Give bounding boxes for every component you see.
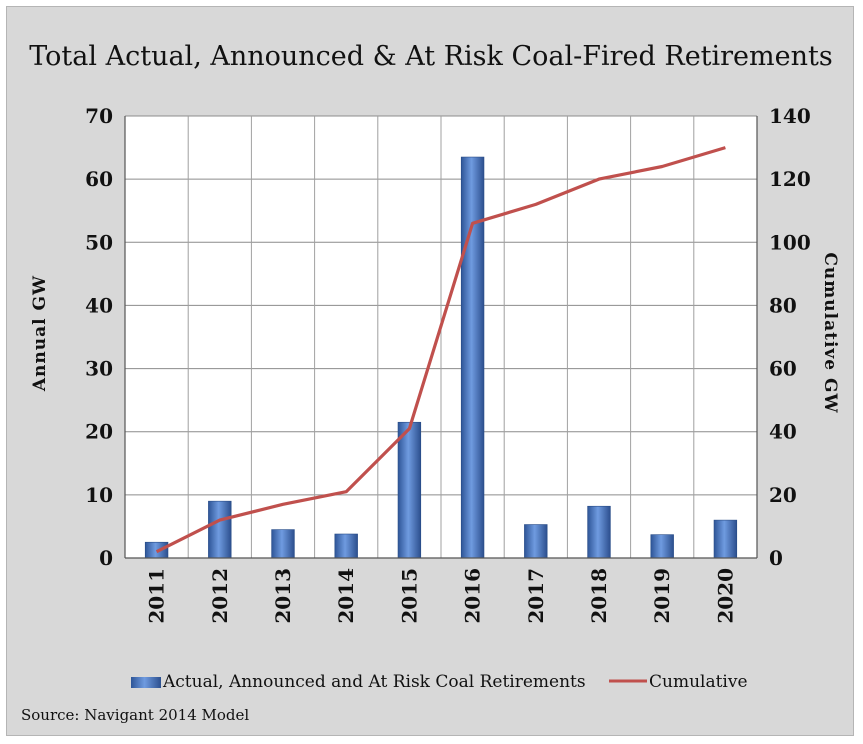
bar [397,421,422,559]
y2-tick-label: 140 [769,104,811,128]
y-tick-label: 0 [99,546,113,570]
y2-tick-label: 40 [769,420,797,444]
y2-tick-label: 80 [769,293,797,317]
x-tick-label: 2014 [334,568,358,624]
plot-area: 0 10 20 30 40 50 60 70 0 20 40 60 80 100 120 140 2011 201… [85,104,811,624]
x-tick-label: 2011 [145,568,169,624]
x-tick-label: 2013 [271,568,295,624]
y2-tick-label: 100 [769,230,811,254]
bar [713,519,738,559]
bar [271,529,295,559]
y-tick-label: 60 [85,167,113,191]
x-tick-label: 2016 [461,568,485,624]
y2-tick-label: 60 [769,357,797,381]
legend-bar-label: Actual, Announced and At Risk Coal Retir… [162,672,586,692]
y2-tick-label: 20 [769,483,797,507]
bar [208,500,232,559]
bar [334,533,358,559]
x-tick-label: 2020 [713,568,737,624]
y-tick-label: 20 [85,420,113,444]
bar [460,156,485,559]
y2-axis-title: Cumulative GW [820,252,840,413]
source-note: Source: Navigant 2014 Model [21,706,249,724]
bar [650,534,674,559]
y-tick-label: 50 [85,230,113,254]
legend-bar-swatch [131,677,161,688]
y-tick-label: 70 [85,104,113,128]
y2-tick-label: 0 [769,546,783,570]
x-tick-label: 2012 [208,568,232,624]
y-axis-title: Annual GW [30,275,50,392]
cumulative-line [155,146,726,554]
chart-frame: Total Actual, Announced & At Risk Coal-F… [6,6,854,736]
y2-tick-label: 120 [769,167,811,191]
bar [587,505,611,559]
x-tick-label: 2019 [650,568,674,624]
y-tick-label: 30 [85,357,113,381]
y-tick-label: 10 [85,483,113,507]
chart: Total Actual, Announced & At Risk Coal-F… [21,41,840,724]
chart-title: Total Actual, Announced & At Risk Coal-F… [29,41,832,72]
x-tick-label: 2015 [397,568,421,624]
legend-line-label: Cumulative [649,672,748,692]
x-tick-label: 2017 [524,568,548,624]
legend: Actual, Announced and At Risk Coal Retir… [131,672,748,692]
bar [524,524,548,559]
y-tick-label: 40 [85,293,113,317]
x-tick-label: 2018 [587,568,611,624]
